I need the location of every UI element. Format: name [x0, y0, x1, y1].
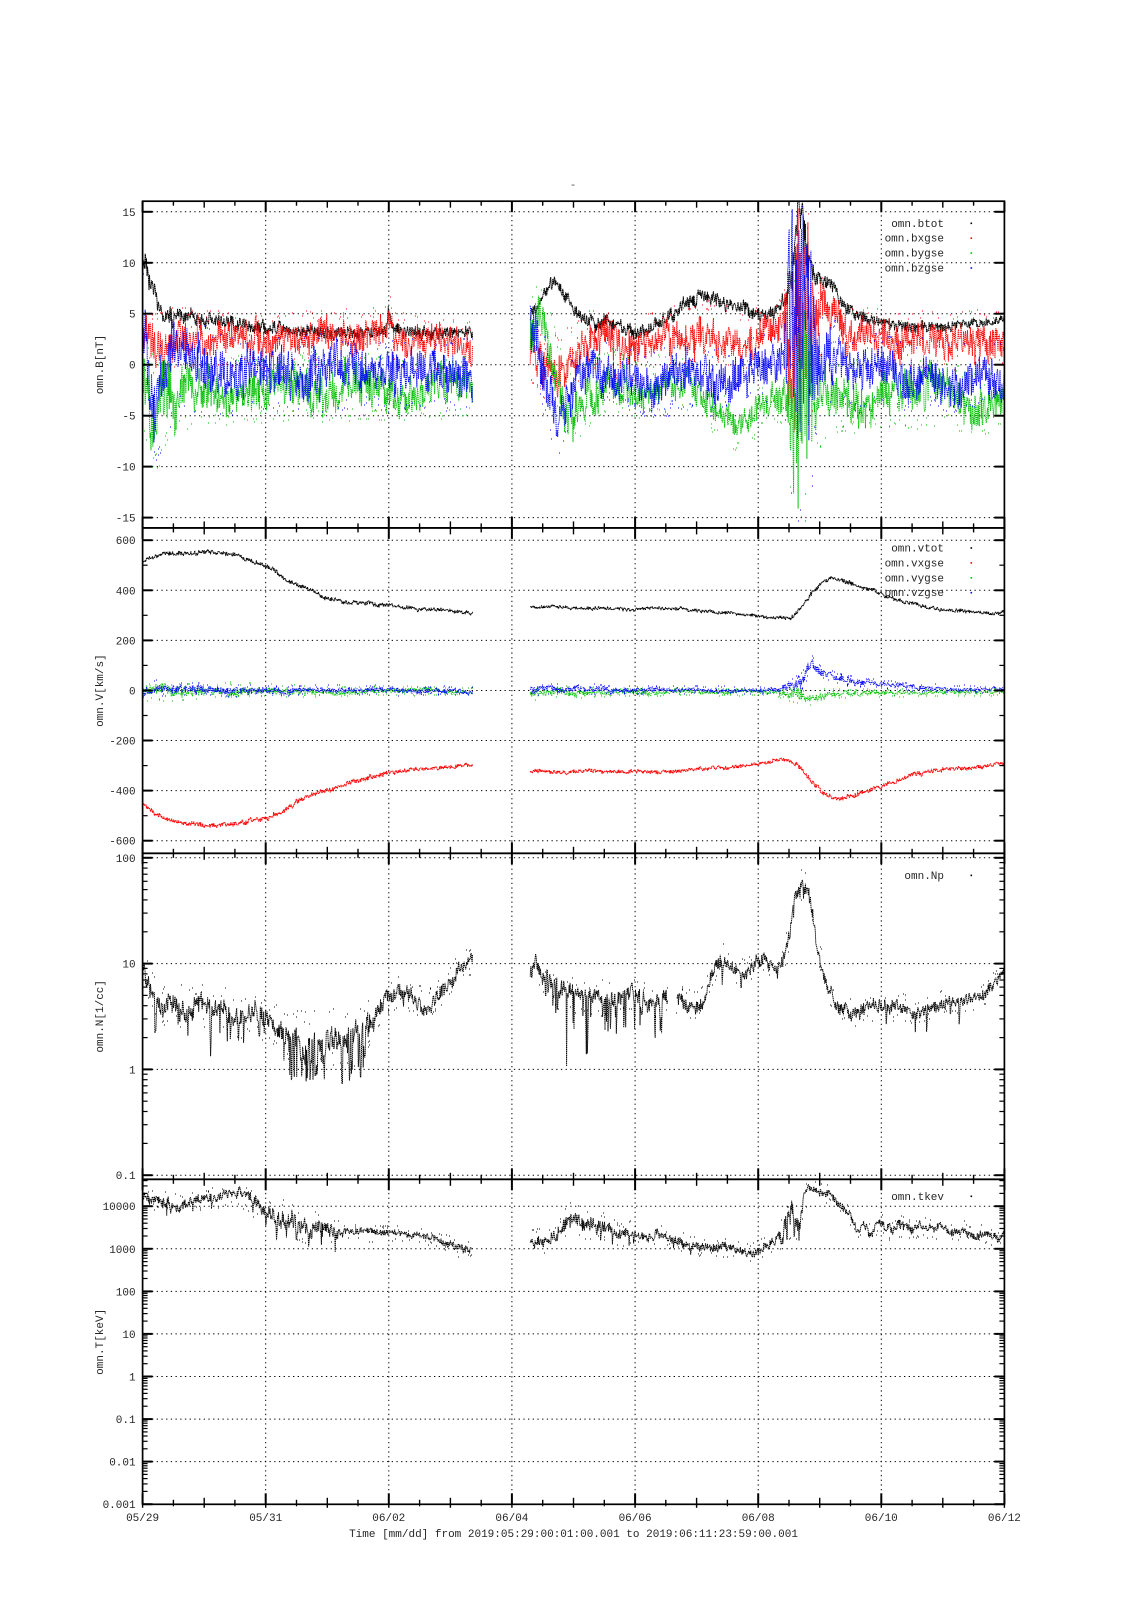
svg-text:omn.bzgse: omn.bzgse: [885, 264, 944, 276]
svg-text:100: 100: [116, 1287, 136, 1299]
svg-text:omn.V[km/s]: omn.V[km/s]: [95, 654, 107, 727]
svg-text:10: 10: [122, 960, 135, 972]
svg-text:-15: -15: [116, 514, 136, 526]
svg-text:Time [mm/dd] from 2019:05:29:: Time [mm/dd] from 2019:05:29:00:01:00.00…: [349, 1529, 798, 1541]
svg-text:omn.bygse: omn.bygse: [885, 249, 944, 261]
svg-text:05/29: 05/29: [126, 1513, 159, 1525]
svg-text:-200: -200: [109, 737, 135, 749]
svg-text:05/31: 05/31: [249, 1513, 282, 1525]
svg-text:omn.vtot: omn.vtot: [891, 544, 944, 556]
svg-text:0.1: 0.1: [116, 1415, 136, 1427]
svg-text:omn.bxgse: omn.bxgse: [885, 234, 944, 246]
svg-text:omn.vxgse: omn.vxgse: [885, 558, 944, 570]
svg-text:0: 0: [129, 687, 136, 699]
svg-text:600: 600: [116, 536, 136, 548]
svg-text:omn.N[1/cc]: omn.N[1/cc]: [95, 980, 107, 1053]
svg-text:0.01: 0.01: [109, 1458, 136, 1470]
svg-text:1: 1: [129, 1373, 136, 1385]
svg-text:06/10: 06/10: [865, 1513, 898, 1525]
svg-text:100: 100: [116, 854, 136, 866]
svg-text:10: 10: [122, 1330, 135, 1342]
svg-text:06/02: 06/02: [372, 1513, 405, 1525]
svg-text:omn.T[keV]: omn.T[keV]: [95, 1309, 107, 1375]
svg-text:omn.B[nT]: omn.B[nT]: [95, 335, 107, 394]
svg-text:1: 1: [129, 1065, 136, 1077]
svg-text:omn.btot: omn.btot: [891, 219, 944, 231]
svg-text:06/08: 06/08: [742, 1513, 775, 1525]
svg-text:-5: -5: [122, 412, 135, 424]
svg-text:5: 5: [129, 310, 136, 322]
svg-text:-: -: [570, 180, 577, 192]
svg-text:15: 15: [122, 208, 135, 220]
svg-text:1000: 1000: [109, 1245, 135, 1257]
svg-text:omn.vygse: omn.vygse: [885, 573, 944, 585]
svg-text:06/06: 06/06: [619, 1513, 652, 1525]
svg-text:omn.vzgse: omn.vzgse: [885, 588, 944, 600]
svg-text:0: 0: [129, 361, 136, 373]
svg-text:-400: -400: [109, 787, 135, 799]
svg-text:omn.tkev: omn.tkev: [891, 1192, 944, 1204]
svg-text:10: 10: [122, 259, 135, 271]
svg-text:0.1: 0.1: [116, 1171, 136, 1183]
svg-text:400: 400: [116, 586, 136, 598]
svg-text:-10: -10: [116, 463, 136, 475]
svg-text:omn.Np: omn.Np: [904, 871, 944, 883]
svg-text:10000: 10000: [103, 1202, 136, 1214]
svg-text:200: 200: [116, 636, 136, 648]
svg-text:06/04: 06/04: [495, 1513, 528, 1525]
svg-text:06/12: 06/12: [988, 1513, 1021, 1525]
svg-text:-600: -600: [109, 837, 135, 849]
svg-text:0.001: 0.001: [103, 1500, 136, 1512]
